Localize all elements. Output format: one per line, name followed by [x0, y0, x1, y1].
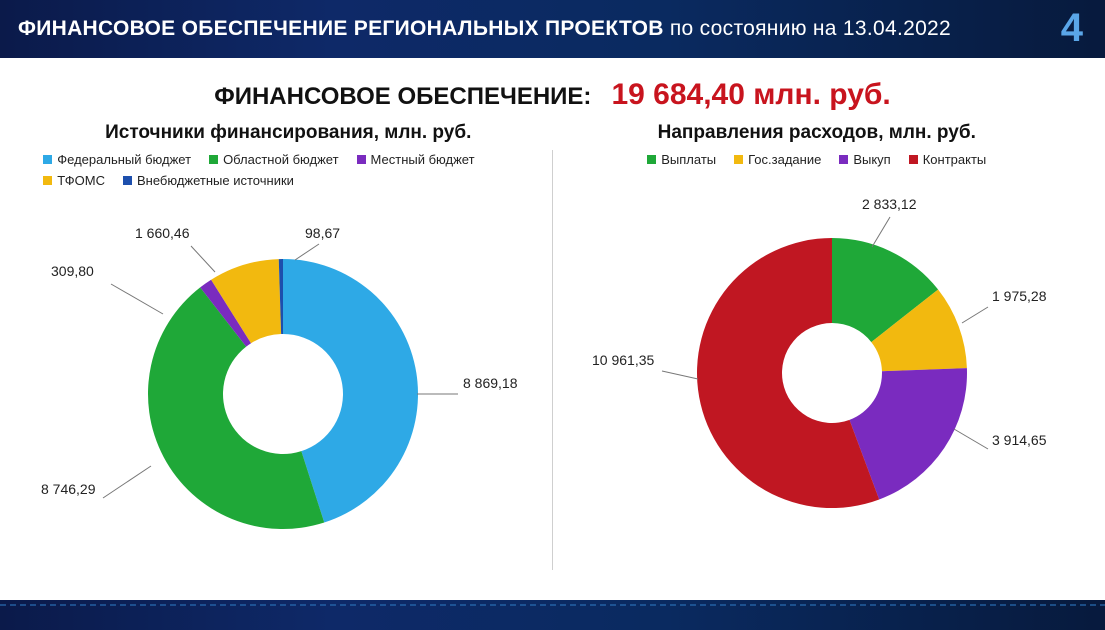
slice-value-label: 1 660,46 — [135, 225, 190, 241]
sources-donut-wrap: 8 869,18 8 746,29 309,80 1 660,46 98,67 — [33, 194, 543, 554]
summary-value: 19 684,40 млн. руб. — [611, 78, 890, 111]
leader-line — [962, 307, 988, 323]
summary-line: ФИНАНСОВОЕ ОБЕСПЕЧЕНИЕ: 19 684,40 млн. р… — [0, 78, 1105, 112]
legend-swatch — [839, 155, 848, 164]
legend-swatch — [43, 155, 52, 164]
leader-line — [191, 246, 215, 272]
summary-label: ФИНАНСОВОЕ ОБЕСПЕЧЕНИЕ: — [214, 83, 591, 110]
title-suffix: по состоянию на 13.04.2022 — [670, 17, 951, 40]
leader-line — [662, 371, 698, 379]
page-title: ФИНАНСОВОЕ ОБЕСПЕЧЕНИЕ РЕГИОНАЛЬНЫХ ПРОЕ… — [18, 17, 951, 41]
expenses-chart-title: Направления расходов, млн. руб. — [562, 122, 1072, 144]
legend-swatch — [357, 155, 366, 164]
column-divider — [552, 150, 553, 570]
legend-label: Контракты — [923, 152, 987, 167]
legend-label: ТФОМС — [57, 173, 105, 188]
footer-band — [0, 600, 1105, 630]
sources-donut: 8 869,18 8 746,29 309,80 1 660,46 98,67 — [33, 194, 543, 554]
leader-line — [954, 429, 988, 449]
legend-swatch — [123, 176, 132, 185]
page-number: 4 — [1061, 6, 1083, 51]
leader-line — [111, 284, 163, 314]
expenses-donut-wrap: 2 833,12 1 975,28 3 914,65 10 961,35 — [562, 173, 1072, 533]
legend-swatch — [734, 155, 743, 164]
slice-value-label: 1 975,28 — [992, 288, 1047, 304]
slice-value-label: 8 869,18 — [463, 375, 518, 391]
sources-chart-title: Источники финансирования, млн. руб. — [33, 122, 543, 144]
legend-item: Контракты — [909, 152, 987, 167]
slice-value-label: 98,67 — [305, 225, 340, 241]
header-band: ФИНАНСОВОЕ ОБЕСПЕЧЕНИЕ РЕГИОНАЛЬНЫХ ПРОЕ… — [0, 0, 1105, 58]
expenses-donut: 2 833,12 1 975,28 3 914,65 10 961,35 — [562, 173, 1072, 533]
legend-item: ТФОМС — [43, 173, 105, 188]
legend-swatch — [209, 155, 218, 164]
legend-swatch — [909, 155, 918, 164]
slice-value-label: 2 833,12 — [862, 196, 917, 212]
leader-line — [872, 217, 890, 247]
slice-value-label: 10 961,35 — [592, 352, 654, 368]
leader-line — [295, 244, 319, 260]
legend-label: Выплаты — [661, 152, 716, 167]
legend-swatch — [647, 155, 656, 164]
legend-item: Областной бюджет — [209, 152, 338, 167]
slice-value-label: 3 914,65 — [992, 432, 1047, 448]
expenses-legend: Выплаты Гос.задание Выкуп Контракты — [562, 152, 1072, 167]
legend-item: Выплаты — [647, 152, 716, 167]
title-prefix: ФИНАНСОВОЕ ОБЕСПЕЧЕНИЕ РЕГИОНАЛЬНЫХ ПРОЕ… — [18, 17, 664, 40]
legend-item: Местный бюджет — [357, 152, 475, 167]
legend-item: Выкуп — [839, 152, 890, 167]
legend-label: Внебюджетные источники — [137, 173, 294, 188]
legend-item: Федеральный бюджет — [43, 152, 191, 167]
sources-chart-column: Источники финансирования, млн. руб. Феде… — [33, 116, 543, 554]
sources-legend: Федеральный бюджет Областной бюджет Местны… — [43, 152, 543, 188]
legend-label: Областной бюджет — [223, 152, 338, 167]
legend-swatch — [43, 176, 52, 185]
slice-value-label: 8 746,29 — [41, 481, 96, 497]
leader-line — [103, 466, 151, 498]
expenses-chart-column: Направления расходов, млн. руб. Выплаты Г… — [562, 116, 1072, 554]
legend-label: Выкуп — [853, 152, 890, 167]
legend-label: Федеральный бюджет — [57, 152, 191, 167]
legend-label: Местный бюджет — [371, 152, 475, 167]
legend-item: Внебюджетные источники — [123, 173, 294, 188]
legend-label: Гос.задание — [748, 152, 821, 167]
slice-value-label: 309,80 — [51, 263, 94, 279]
legend-item: Гос.задание — [734, 152, 821, 167]
